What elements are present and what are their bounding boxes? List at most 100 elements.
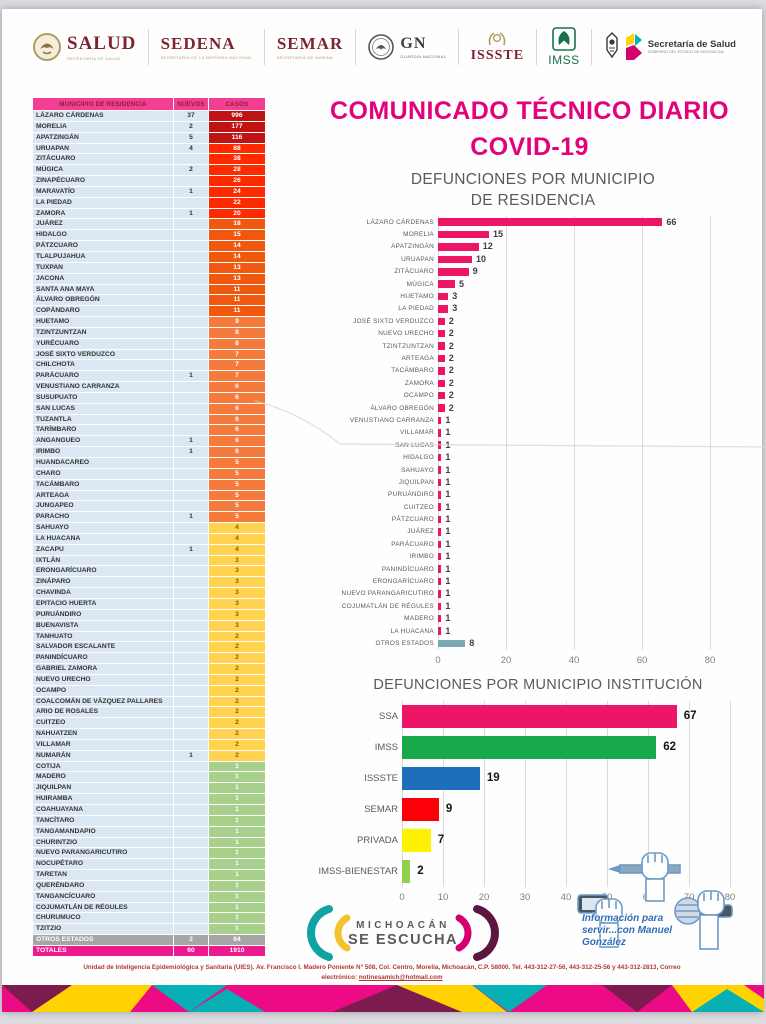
bar	[438, 218, 663, 226]
cell-casos: 6	[209, 436, 265, 447]
cell-nuevos	[174, 664, 208, 674]
bar-row: SSA 67	[314, 701, 762, 732]
bar	[402, 705, 677, 728]
salud-wordmark: SALUD	[67, 33, 137, 54]
category-label: PÁTZCUARO	[391, 516, 434, 524]
category-label: OTROS ESTADOS	[375, 639, 434, 647]
bar-track: 10	[438, 253, 762, 264]
cell-nuevos	[174, 577, 208, 588]
category-label: ÁLVARO OBREGÓN	[370, 404, 434, 412]
cell-casos: 2	[209, 653, 265, 664]
category-label: JIQUILPAN	[398, 478, 434, 486]
imss-emblem-icon	[552, 27, 576, 51]
bar	[438, 416, 442, 425]
bar	[438, 478, 442, 487]
gridline	[443, 701, 444, 887]
cell-nuevos	[174, 631, 208, 642]
table-row: PÁTZCUARO 14	[33, 241, 265, 251]
cell-casos: 7	[209, 349, 265, 360]
chart2-title: DEFUNCIONES POR MUNICIPIO INSTITUCIÓN	[373, 677, 703, 693]
category-label: URUAPAN	[401, 255, 434, 263]
logo-divider	[264, 29, 266, 65]
bar-track: 1	[438, 428, 762, 437]
bar	[438, 429, 442, 437]
table-row: TANCÍTARO 1	[33, 815, 265, 826]
cell-nuevos	[174, 382, 208, 392]
cell-casos: 6	[209, 414, 265, 425]
cell-casos: 15	[209, 230, 265, 241]
cell-municipio: EPITACIO HUERTA	[33, 598, 173, 609]
table-row: TZINTZUNTZAN 8	[33, 327, 265, 338]
gridline	[484, 701, 485, 887]
logo-imss: IMSS	[548, 27, 579, 67]
cell-municipio: ERONGARÍCUARO	[33, 566, 173, 577]
brand-se-escucha-text: SE ESCUCHA	[348, 932, 458, 948]
bar-track: 1	[438, 577, 762, 586]
value-label: 9	[472, 266, 478, 277]
table-row: ANGANGUEO 1 6	[33, 436, 265, 447]
cell-nuevos	[174, 458, 208, 468]
table-row: NUMARÁN 1 2	[33, 750, 265, 761]
bar-row: ZAMORA 2	[304, 377, 762, 389]
bar-track: 67	[402, 705, 762, 728]
cell-nuevos: 1	[174, 512, 208, 523]
cell-nuevos	[174, 620, 208, 631]
cell-nuevos: 1	[174, 544, 208, 555]
chart2-gridlines	[402, 701, 737, 887]
bar-row: JOSÉ SIXTO VERDUZCO 2	[304, 315, 762, 327]
gridline	[607, 701, 608, 887]
cell-municipio: VENUSTIANO CARRANZA	[33, 382, 173, 392]
chart2-plot-area: SSA 67 IMSS 62 ISSSTE 19 SEMAR 9 PRIVADA 7 IMSS-BI…	[314, 701, 762, 906]
bar-row: SAHUAYO 1	[304, 464, 762, 476]
cell-municipio: HUIRAMBA	[33, 794, 173, 804]
cell-nuevos	[174, 349, 208, 360]
cell-municipio: LA PIEDAD	[33, 197, 173, 208]
sound-wave-arc-yellow	[334, 914, 351, 952]
cell-municipio: IRIMBO	[33, 447, 173, 457]
table-row: MÚGICA 2 28	[33, 165, 265, 176]
table-row: VILLAMAR 2	[33, 739, 265, 750]
cell-nuevos	[174, 479, 208, 490]
bar-track: 2	[438, 353, 762, 363]
value-label: 1	[445, 452, 451, 463]
bar	[438, 379, 445, 388]
bar	[438, 404, 445, 412]
bar-track: 66	[438, 217, 762, 227]
cell-municipio: NOCUPÉTARO	[33, 859, 173, 870]
cell-municipio: TANHUATO	[33, 631, 173, 642]
cell-casos: 5	[209, 479, 265, 490]
table-row: CUITZEO 2	[33, 718, 265, 729]
bar-track: 3	[438, 292, 762, 301]
cell-municipio: MADERO	[33, 772, 173, 783]
cell-nuevos	[174, 685, 208, 696]
value-label: 1	[445, 625, 451, 636]
bar-row: JIQUILPAN 1	[304, 476, 762, 488]
cell-municipio: NAHUATZEN	[33, 729, 173, 739]
cell-casos: 1	[209, 837, 265, 848]
bar-track: 1	[438, 552, 762, 561]
cell-casos: 5	[209, 468, 265, 479]
table-header: MUNICIPIO DE RESIDENCIA NUEVOS CASOS	[33, 98, 265, 110]
email-link[interactable]: notinesamich@hotmail.com	[358, 974, 443, 981]
footer-address-line: Unidad de Inteligencia Epidemiológica y …	[83, 964, 681, 971]
table-row: HIDALGO 15	[33, 230, 265, 241]
watermark-fists-illustration	[577, 852, 733, 950]
value-label: 10	[476, 253, 487, 264]
cell-nuevos	[174, 501, 208, 512]
value-label: 1	[445, 489, 451, 500]
cell-casos: 2	[209, 718, 265, 729]
category-label: PURUÁNDIRO	[388, 491, 434, 499]
table-row: SANTA ANA MAYA 11	[33, 284, 265, 295]
cell-nuevos	[174, 555, 208, 566]
value-label: 19	[486, 771, 500, 784]
bar-track: 1	[438, 465, 762, 475]
cell-municipio: CHURINTZIO	[33, 837, 173, 848]
bar	[438, 367, 445, 375]
cell-municipio: OCAMPO	[33, 685, 173, 696]
cell-municipio: SUSUPUATO	[33, 392, 173, 403]
bar-row: OTROS ESTADOS 8	[304, 637, 762, 649]
category-label: IMSS-BIENESTAR	[318, 866, 398, 877]
bar	[402, 736, 657, 759]
cell-casos: 4	[209, 544, 265, 555]
cell-nuevos: 60	[174, 945, 208, 956]
